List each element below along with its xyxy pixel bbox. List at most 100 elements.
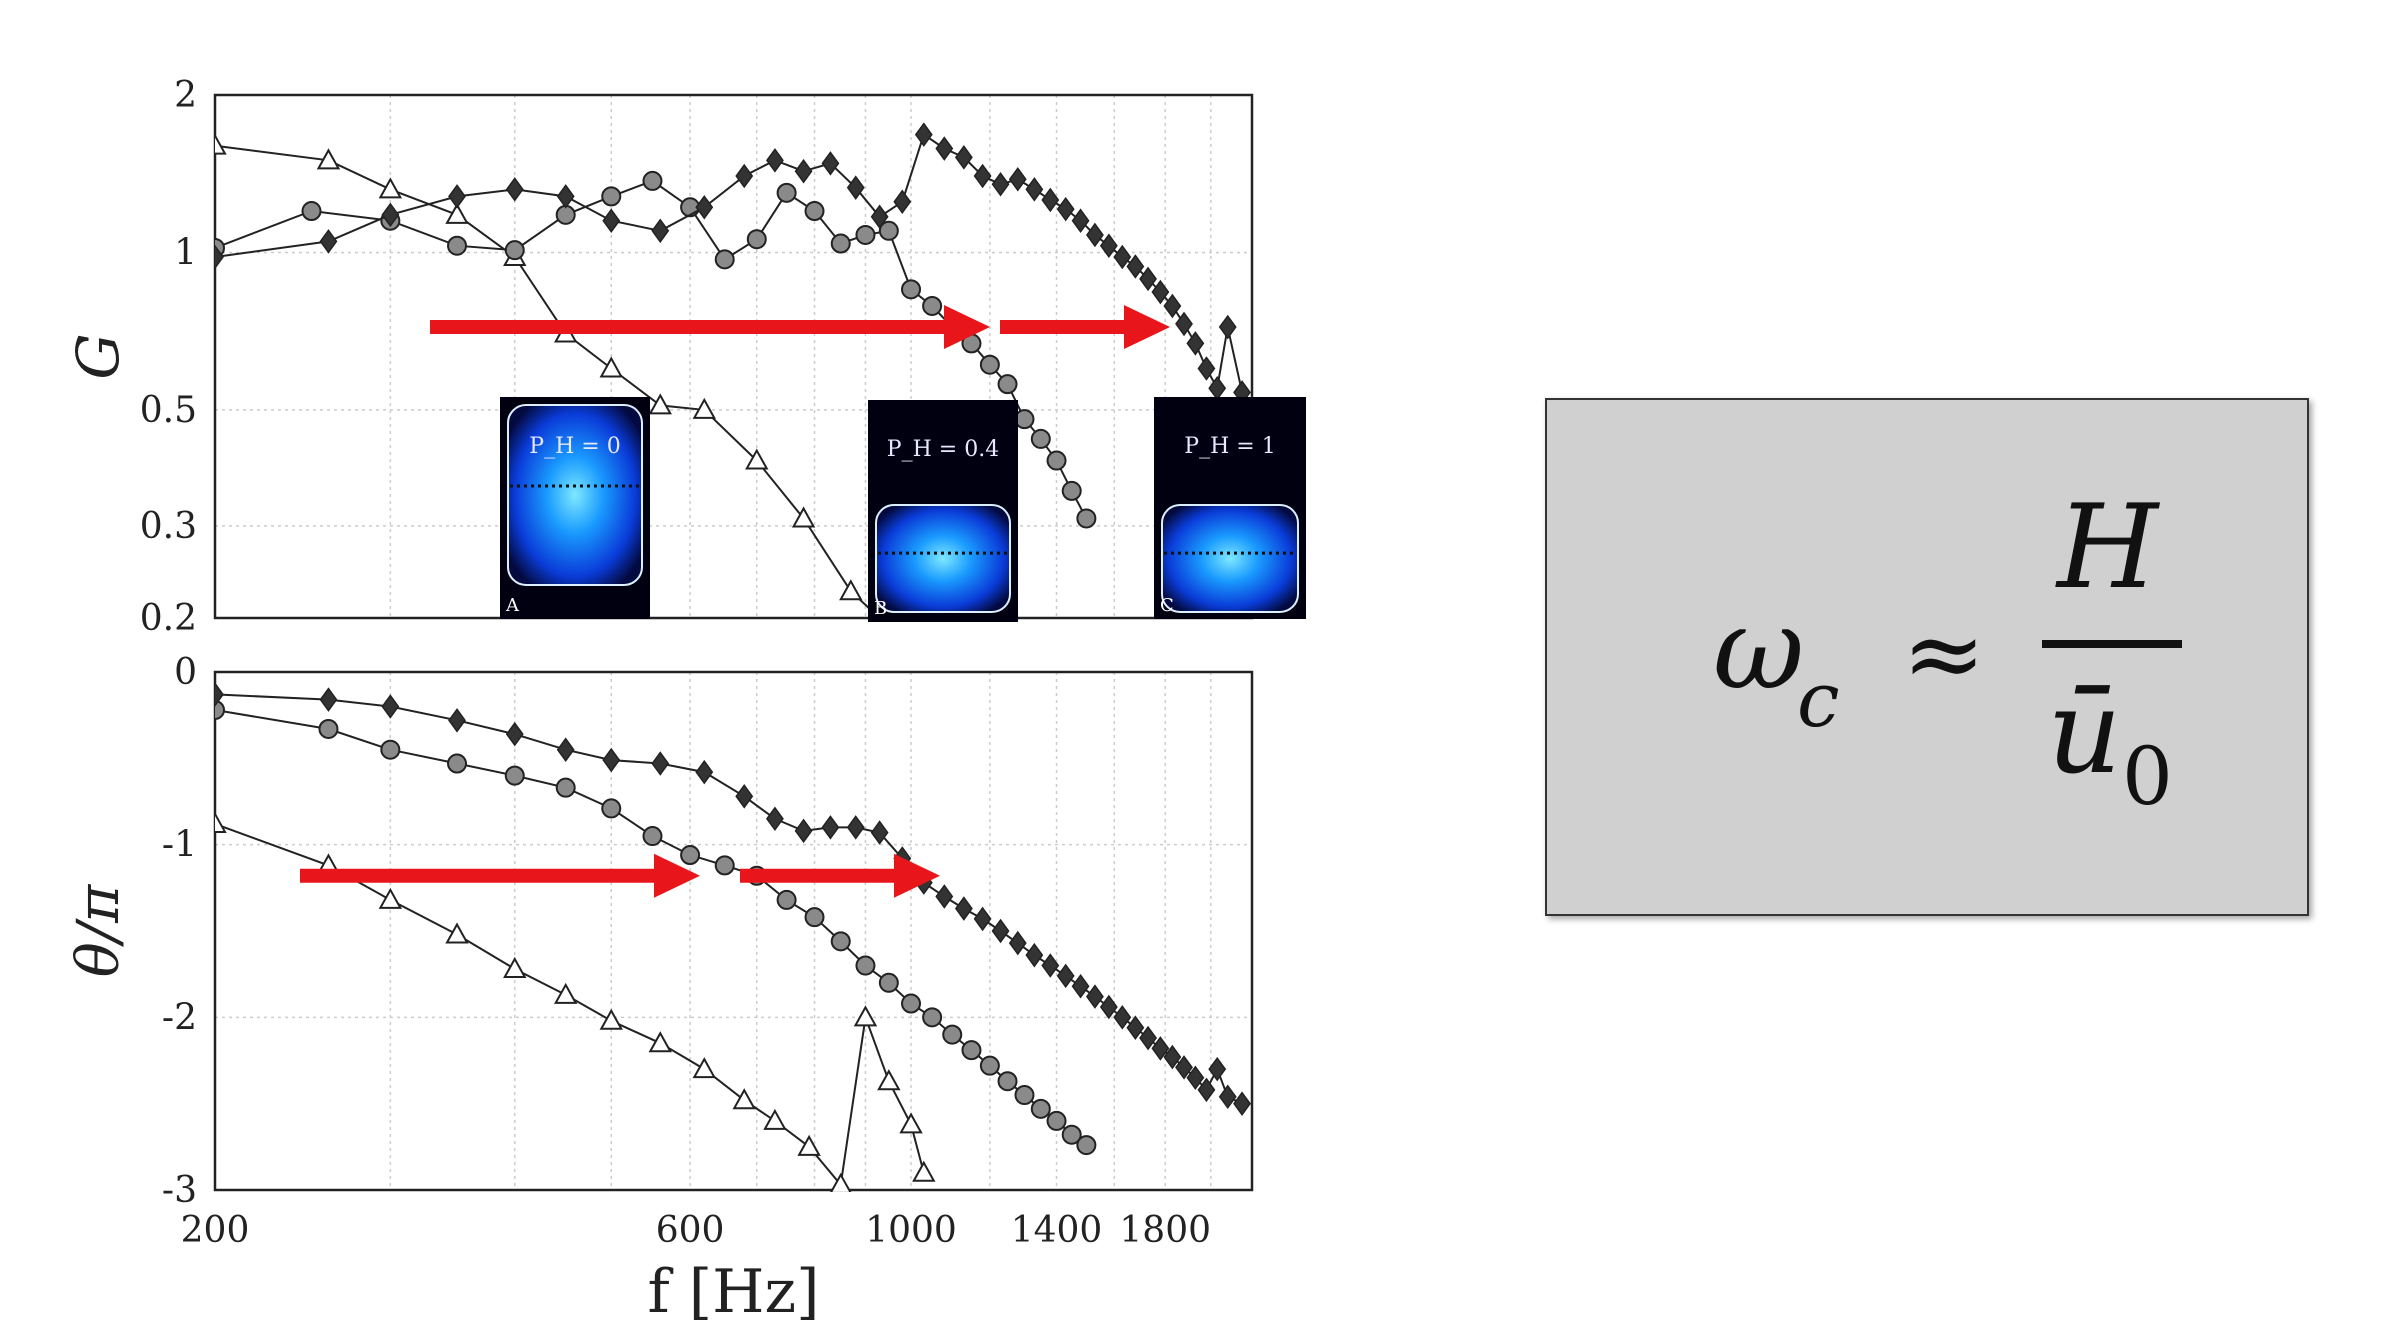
data-point-circle (318, 718, 339, 739)
data-point-diamond (602, 747, 621, 773)
inset-corner-letter: B (874, 598, 887, 619)
data-point-diamond (215, 682, 224, 707)
plot-frame (213, 670, 1254, 1192)
data-point-diamond (602, 208, 621, 233)
plot-frame (213, 93, 1254, 620)
data-point-diamond (448, 184, 466, 209)
x-axis-label: f [Hz] (647, 1257, 819, 1327)
formula-denominator: ū (2047, 665, 2122, 800)
data-point-triangle (599, 1008, 623, 1030)
data-point-diamond (1208, 1056, 1227, 1082)
data-point-circle (447, 235, 468, 256)
data-point-diamond (1041, 187, 1060, 213)
data-point-triangle (378, 887, 403, 909)
red-arrow-head (1124, 305, 1170, 350)
y-tick-label: 0.2 (140, 598, 197, 639)
data-point-triangle (445, 922, 469, 944)
data-point-diamond (1197, 356, 1216, 381)
red-arrow-head (654, 853, 700, 898)
red-arrow (740, 853, 940, 898)
data-point-circle (776, 182, 797, 203)
data-point-circle (1014, 1085, 1035, 1106)
data-point-triangle (553, 982, 578, 1004)
data-point-diamond (695, 194, 714, 220)
data-point-diamond (1025, 942, 1044, 968)
data-point-circle (601, 798, 622, 819)
data-point-diamond (1041, 953, 1060, 978)
y-tick-label: 0.5 (140, 390, 197, 431)
inset-flame (875, 504, 1011, 613)
data-point-diamond (319, 229, 338, 254)
data-point-triangle (912, 1160, 936, 1182)
data-point-diamond (505, 721, 524, 747)
data-point-triangle (648, 393, 672, 415)
formula-fraction-bar (2042, 640, 2182, 648)
x-tick-label: 1400 (1011, 1210, 1103, 1251)
data-point-circle (979, 354, 1000, 375)
inset-corner-letter: A (505, 595, 520, 616)
data-point-triangle (378, 177, 403, 199)
red-arrow (1000, 305, 1170, 350)
x-tick-label: 200 (181, 1210, 250, 1251)
data-point-triangle (877, 1069, 901, 1091)
inset-image: P_H = 0 A (500, 397, 650, 619)
bottom-panel: 0 -1 -2 -3 θ/π 200 600 1000 1400 1800 f [Hz] (64, 652, 1254, 1327)
red-arrow (300, 853, 700, 898)
data-point-circle (878, 220, 899, 241)
data-point-circle (642, 170, 663, 191)
data-point-circle (979, 1055, 1000, 1076)
y-tick-label: -2 (162, 997, 197, 1038)
data-point-diamond (1233, 1091, 1251, 1116)
data-point-circle (1030, 1098, 1051, 1119)
inset-label: P_H = 0 (529, 434, 620, 459)
data-point-diamond (1008, 167, 1027, 192)
data-point-triangle (839, 579, 863, 601)
data-point-diamond (846, 175, 865, 200)
data-point-diamond (1056, 196, 1075, 222)
data-point-diamond (1126, 254, 1145, 279)
data-point-diamond (1175, 311, 1193, 337)
data-point-circle (504, 765, 525, 786)
data-point-circle (447, 753, 468, 774)
data-point-diamond (1056, 963, 1075, 989)
data-point-triangle (215, 811, 227, 833)
data-point-diamond (765, 148, 784, 173)
data-point-diamond (821, 151, 840, 176)
data-point-circle (942, 1024, 963, 1045)
data-point-diamond (1208, 375, 1227, 401)
data-point-diamond (870, 204, 889, 230)
data-point-circle (1014, 409, 1035, 430)
data-point-diamond (695, 759, 714, 785)
data-point-diamond (381, 694, 400, 719)
data-point-triangle (503, 956, 527, 978)
data-point-circle (1061, 1124, 1082, 1145)
data-point-circle (642, 826, 663, 847)
data-point-triangle (899, 1112, 923, 1134)
y-tick-label: 0.3 (140, 506, 197, 547)
data-point-circle (380, 739, 401, 760)
data-point-triangle (830, 1172, 852, 1192)
data-point-circle (804, 907, 825, 928)
data-point-diamond (651, 218, 670, 244)
data-point-diamond (319, 687, 338, 712)
data-point-circle (997, 374, 1018, 395)
data-point-triangle (316, 148, 341, 170)
data-point-diamond (1151, 1036, 1170, 1061)
data-point-diamond (991, 918, 1010, 944)
data-point-circle (922, 295, 943, 316)
data-point-diamond (1139, 266, 1157, 292)
data-point-diamond (1113, 1005, 1132, 1030)
data-point-circle (1061, 480, 1082, 501)
data-point-diamond (1186, 1065, 1205, 1091)
formula-denominator-subscript: 0 (2122, 730, 2173, 823)
data-point-circle (714, 855, 735, 876)
y-tick-label: -3 (162, 1170, 197, 1211)
series-group (215, 122, 1251, 620)
data-point-circle (746, 229, 767, 250)
data-point-circle (878, 972, 899, 993)
data-point-diamond (1113, 244, 1132, 270)
red-arrow-head (944, 305, 990, 350)
data-point-diamond (1099, 233, 1118, 258)
y-tick-label: 1 (174, 232, 197, 273)
